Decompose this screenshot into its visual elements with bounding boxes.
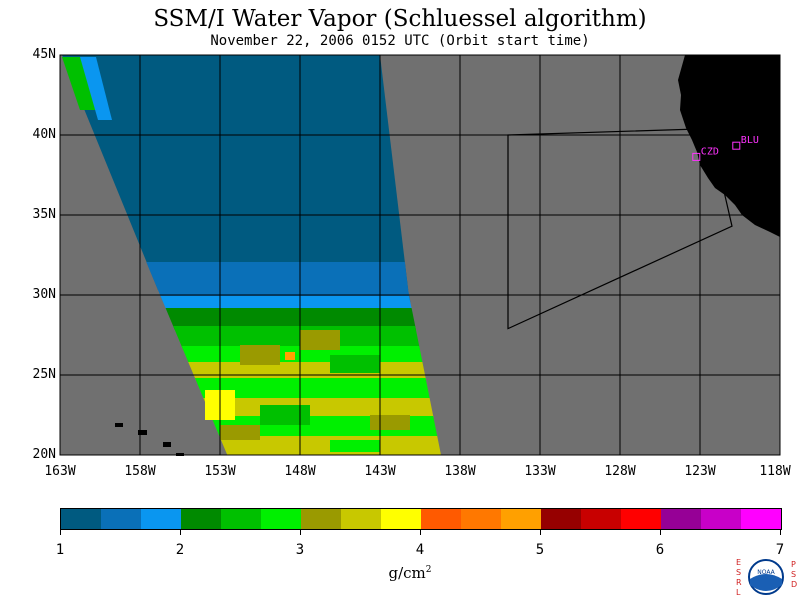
station-marker bbox=[692, 152, 701, 161]
logo-letter: S bbox=[736, 568, 741, 577]
lat-tick-label: 25N bbox=[32, 367, 56, 382]
lon-tick-label: 118W bbox=[759, 464, 791, 479]
colorbar-tick-label: 3 bbox=[295, 542, 305, 558]
swath-band bbox=[165, 308, 416, 330]
colorbar-swatch bbox=[621, 509, 661, 529]
lon-tick-label: 123W bbox=[684, 464, 716, 479]
colorbar-swatch bbox=[61, 509, 101, 529]
colorbar bbox=[60, 508, 782, 530]
colorbar-swatch bbox=[501, 509, 541, 529]
logo-letter: L bbox=[736, 588, 741, 597]
swath-patch bbox=[285, 352, 295, 360]
colorbar-swatch bbox=[341, 509, 381, 529]
colorbar-units: g/cm2 bbox=[388, 564, 432, 582]
colorbar-swatch bbox=[261, 509, 301, 529]
colorbar-swatch bbox=[581, 509, 621, 529]
swath-patch bbox=[330, 440, 380, 452]
lon-tick-label: 148W bbox=[284, 464, 316, 479]
colorbar-swatch bbox=[141, 509, 181, 529]
swath-patch bbox=[260, 405, 310, 425]
lon-tick-label: 143W bbox=[364, 464, 396, 479]
swath-band bbox=[173, 326, 420, 350]
lat-tick-label: 45N bbox=[32, 47, 56, 62]
swath-band bbox=[146, 262, 409, 290]
colorbar-tick bbox=[300, 529, 301, 535]
map-subtitle: November 22, 2006 0152 UTC (Orbit start … bbox=[210, 33, 590, 49]
north-america-coast bbox=[678, 55, 780, 237]
colorbar-swatch bbox=[461, 509, 501, 529]
domain-polygon bbox=[507, 127, 733, 330]
colorbar-tick bbox=[180, 529, 181, 535]
colorbar-swatch bbox=[661, 509, 701, 529]
lon-tick-label: 138W bbox=[444, 464, 476, 479]
colorbar-swatch bbox=[421, 509, 461, 529]
colorbar-tick-label: 5 bbox=[535, 542, 545, 558]
hawaii-island bbox=[163, 442, 171, 447]
logo-letter: E bbox=[736, 558, 741, 567]
hawaii-island bbox=[138, 430, 147, 435]
colorbar-swatch bbox=[381, 509, 421, 529]
swath-patch bbox=[300, 330, 340, 350]
swath-band bbox=[62, 55, 409, 290]
logo-letter: P bbox=[791, 560, 796, 569]
colorbar-swatch bbox=[701, 509, 741, 529]
swath-edge-blue bbox=[80, 57, 112, 120]
colorbar-tick-label: 6 bbox=[655, 542, 665, 558]
lat-tick-label: 20N bbox=[32, 447, 56, 462]
colorbar-tick-label: 1 bbox=[55, 542, 65, 558]
colorbar-swatch bbox=[181, 509, 221, 529]
swath-band bbox=[188, 362, 426, 380]
logo-letter: D bbox=[791, 580, 797, 589]
swath-patch bbox=[330, 355, 380, 373]
colorbar-swatch bbox=[301, 509, 341, 529]
hawaii-island bbox=[115, 423, 123, 427]
colorbar-tick bbox=[540, 529, 541, 535]
colorbar-swatch bbox=[221, 509, 261, 529]
colorbar-swatch bbox=[741, 509, 781, 529]
colorbar-tick-label: 4 bbox=[415, 542, 425, 558]
lon-tick-label: 133W bbox=[524, 464, 556, 479]
colorbar-swatch bbox=[101, 509, 141, 529]
colorbar-tick bbox=[780, 529, 781, 535]
swath-patch bbox=[240, 345, 280, 365]
lon-tick-label: 158W bbox=[124, 464, 156, 479]
colorbar-tick bbox=[660, 529, 661, 535]
lat-tick-label: 30N bbox=[32, 287, 56, 302]
colorbar-swatch bbox=[541, 509, 581, 529]
lat-tick-label: 40N bbox=[32, 127, 56, 142]
station-label: BLU bbox=[741, 135, 759, 146]
logo-letter: R bbox=[736, 578, 742, 587]
satellite-swath bbox=[62, 55, 441, 455]
lon-tick-label: 163W bbox=[44, 464, 76, 479]
station-label: CZD bbox=[701, 146, 719, 157]
colorbar-tick-label: 7 bbox=[775, 542, 785, 558]
swath-edge-green bbox=[62, 57, 98, 110]
lat-tick-label: 35N bbox=[32, 207, 56, 222]
lon-tick-label: 128W bbox=[604, 464, 636, 479]
logo-letter: S bbox=[791, 570, 796, 579]
map-title: SSM/I Water Vapor (Schluessel algorithm) bbox=[153, 6, 647, 32]
domain-outline bbox=[507, 127, 733, 330]
station-marker bbox=[732, 141, 741, 150]
station-markers: CZD BLU bbox=[692, 135, 759, 161]
swath-band bbox=[194, 378, 430, 400]
swath-patch bbox=[370, 415, 410, 430]
swath-patch bbox=[220, 425, 260, 440]
map-border bbox=[59, 54, 781, 456]
colorbar-tick bbox=[60, 529, 61, 535]
svg-text:NOAA: NOAA bbox=[757, 569, 775, 576]
water-vapor-map: CZD BLU bbox=[59, 54, 781, 456]
lon-tick-label: 153W bbox=[204, 464, 236, 479]
colorbar-tick-label: 2 bbox=[175, 542, 185, 558]
colorbar-tick bbox=[420, 529, 421, 535]
